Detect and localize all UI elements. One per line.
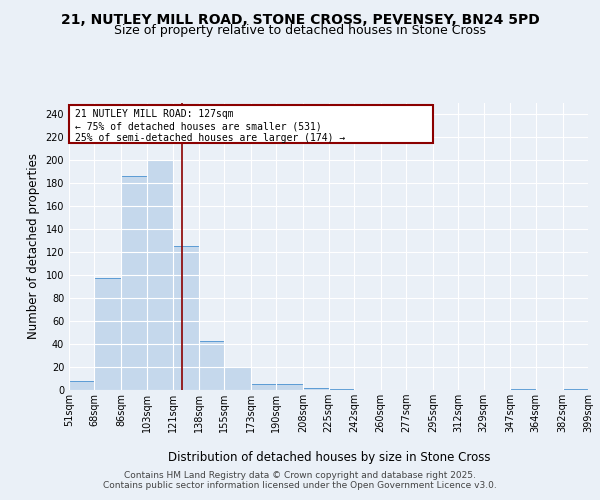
Bar	[563, 389, 588, 390]
Text: 21, NUTLEY MILL ROAD, STONE CROSS, PEVENSEY, BN24 5PD: 21, NUTLEY MILL ROAD, STONE CROSS, PEVEN…	[61, 12, 539, 26]
Text: ← 75% of detached houses are smaller (531): ← 75% of detached houses are smaller (53…	[75, 122, 322, 132]
Bar	[303, 388, 329, 390]
Text: Contains HM Land Registry data © Crown copyright and database right 2025.: Contains HM Land Registry data © Crown c…	[124, 472, 476, 480]
Bar	[224, 367, 251, 390]
Bar	[251, 384, 277, 390]
Bar	[121, 176, 146, 390]
Bar	[146, 160, 173, 390]
Bar	[173, 246, 199, 390]
Text: Contains public sector information licensed under the Open Government Licence v3: Contains public sector information licen…	[103, 480, 497, 490]
Text: Size of property relative to detached houses in Stone Cross: Size of property relative to detached ho…	[114, 24, 486, 37]
Text: 21 NUTLEY MILL ROAD: 127sqm: 21 NUTLEY MILL ROAD: 127sqm	[75, 110, 233, 120]
Bar	[199, 340, 224, 390]
Y-axis label: Number of detached properties: Number of detached properties	[27, 153, 40, 340]
Bar	[69, 105, 433, 143]
Bar	[329, 389, 354, 390]
Text: 25% of semi-detached houses are larger (174) →: 25% of semi-detached houses are larger (…	[75, 133, 345, 143]
Text: Distribution of detached houses by size in Stone Cross: Distribution of detached houses by size …	[167, 451, 490, 464]
Bar	[69, 381, 94, 390]
Bar	[94, 278, 121, 390]
Bar	[277, 384, 303, 390]
Bar	[511, 389, 536, 390]
